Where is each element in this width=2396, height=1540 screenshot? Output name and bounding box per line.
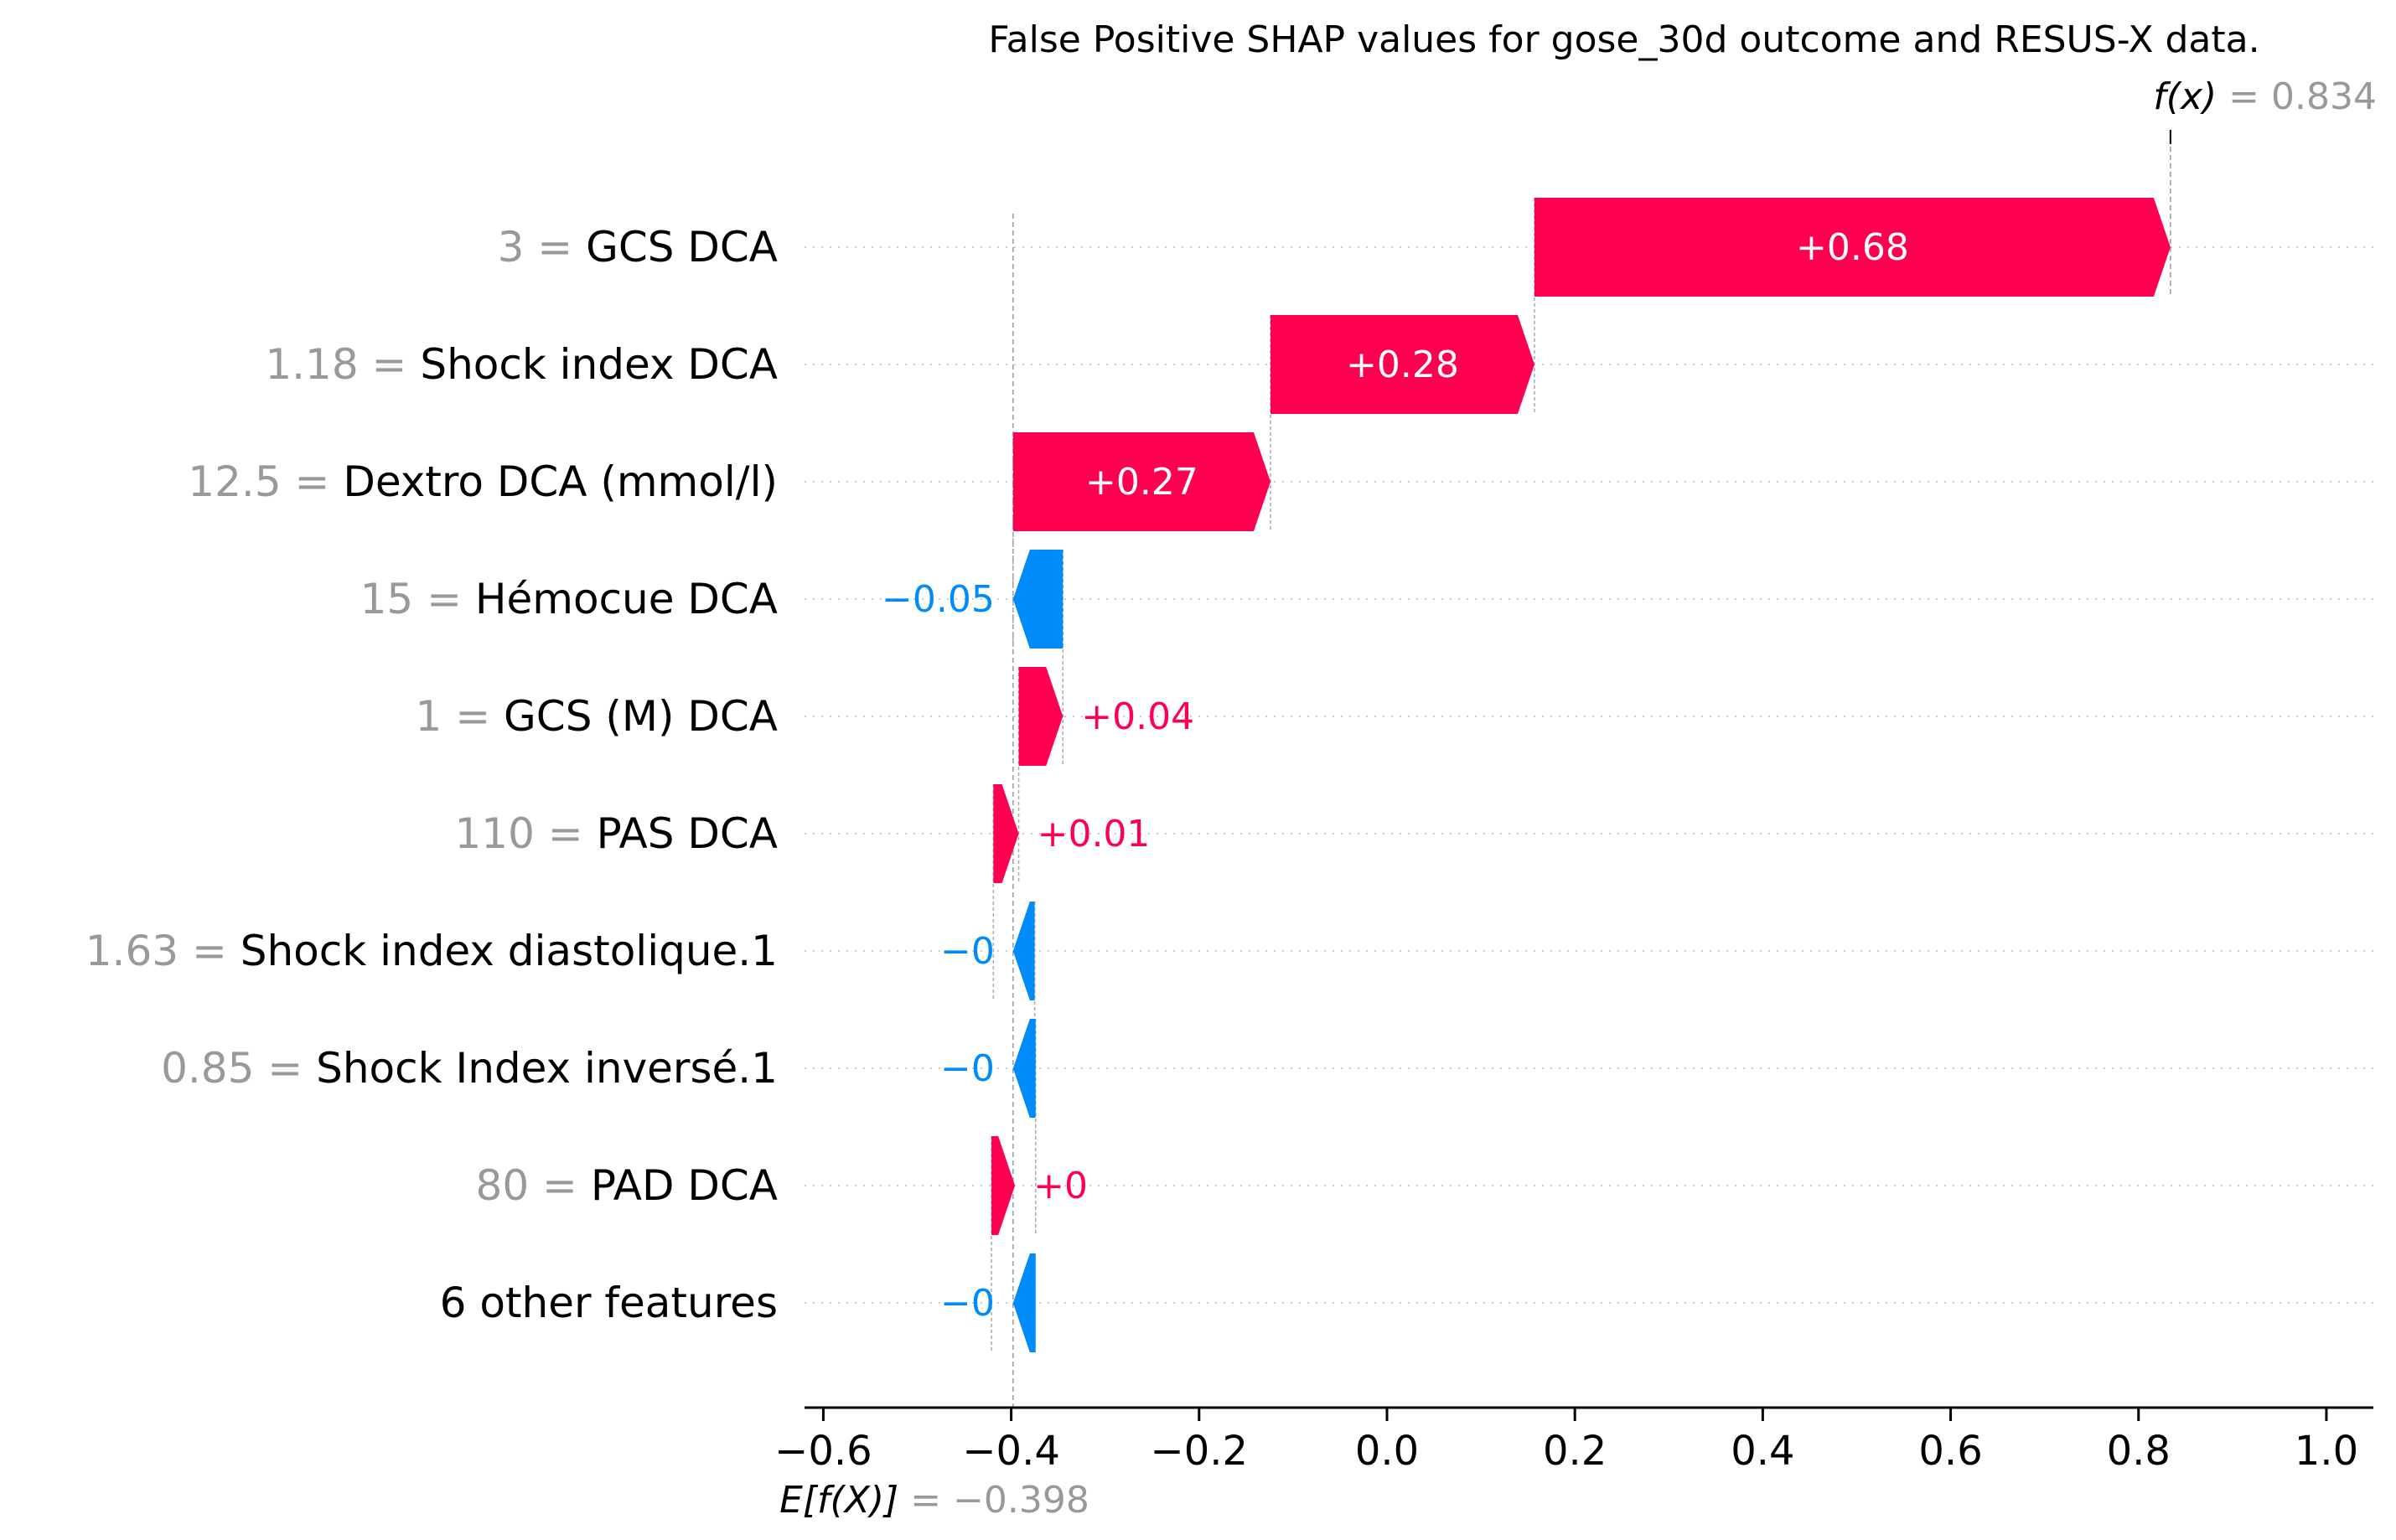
bar-value-label: +0.68 bbox=[1796, 226, 1909, 269]
base-annotation: E[f(X)] = −0.398 bbox=[779, 1479, 1089, 1522]
bar-value-label: −0.05 bbox=[882, 578, 995, 621]
feature-name: PAS DCA bbox=[597, 809, 778, 858]
bar-10 bbox=[1012, 1253, 1036, 1352]
feature-name: Dextro DCA (mmol/l) bbox=[343, 457, 778, 506]
fx-label: f(x) bbox=[2153, 75, 2217, 118]
feature-labels: +0.68 +0.28 +0.27 −0.05 +0.04 +0.01 −0 −0 +0 −0 3 … bbox=[85, 223, 1909, 1327]
bar-7 bbox=[1012, 902, 1035, 1000]
feature-label: 110 = PAS DCA bbox=[454, 809, 778, 858]
x-tick-label: −0.2 bbox=[1151, 1428, 1249, 1475]
x-tick-label: 0.8 bbox=[2107, 1428, 2171, 1475]
feature-value: 12.5 = bbox=[188, 457, 343, 506]
chart-title: False Positive SHAP values for gose_30d … bbox=[988, 18, 2259, 61]
bar-3 bbox=[1012, 432, 1270, 531]
bar-8 bbox=[1012, 1019, 1036, 1118]
feature-value: 80 = bbox=[476, 1161, 591, 1210]
feature-value: 3 = bbox=[498, 223, 587, 271]
base-value: −0.398 bbox=[953, 1479, 1089, 1522]
fx-value: 0.834 bbox=[2271, 75, 2377, 118]
bar-5 bbox=[1018, 667, 1063, 766]
x-tick-label: −0.4 bbox=[962, 1428, 1060, 1475]
feature-label: 1.63 = Shock index diastolique.1 bbox=[85, 927, 778, 975]
bar-value-label: −0 bbox=[940, 1047, 995, 1090]
feature-name: GCS (M) DCA bbox=[504, 692, 778, 741]
feature-label: 3 = GCS DCA bbox=[498, 223, 778, 271]
bar-6 bbox=[993, 784, 1019, 883]
bar-value-label: −0 bbox=[940, 1282, 995, 1325]
feature-value: 1 = bbox=[416, 692, 505, 741]
feature-label: 1.18 = Shock index DCA bbox=[265, 340, 778, 389]
gridlines bbox=[805, 246, 2373, 1304]
bar-2 bbox=[1270, 315, 1534, 414]
feature-name: Shock index diastolique.1 bbox=[241, 927, 778, 975]
feature-label: 12.5 = Dextro DCA (mmol/l) bbox=[188, 457, 778, 506]
feature-label: 1 = GCS (M) DCA bbox=[416, 692, 778, 741]
feature-value: 1.63 = bbox=[85, 927, 241, 975]
bar-value-label: +0.27 bbox=[1085, 461, 1198, 504]
bar-9 bbox=[991, 1136, 1016, 1235]
bar-value-label: −0 bbox=[940, 930, 995, 973]
bar-value-label: +0.01 bbox=[1038, 813, 1151, 855]
bar-value-label: +0.04 bbox=[1081, 695, 1194, 738]
feature-name: GCS DCA bbox=[586, 223, 778, 271]
feature-name: 6 other features bbox=[440, 1279, 778, 1327]
x-tick-label: 0.6 bbox=[1918, 1428, 1982, 1475]
feature-label: 6 other features bbox=[440, 1279, 778, 1327]
feature-value: 110 = bbox=[454, 809, 596, 858]
feature-label: 0.85 = Shock Index inversé.1 bbox=[161, 1044, 778, 1093]
bar-value-label: +0 bbox=[1033, 1165, 1088, 1207]
bars bbox=[991, 198, 2171, 1352]
feature-name: PAD DCA bbox=[591, 1161, 778, 1210]
feature-name: Hémocue DCA bbox=[475, 575, 778, 623]
x-tick-label: 0.4 bbox=[1731, 1428, 1794, 1475]
x-tick-label: 0.2 bbox=[1543, 1428, 1607, 1475]
feature-value: 0.85 = bbox=[161, 1044, 316, 1093]
feature-name: Shock Index inversé.1 bbox=[316, 1044, 778, 1093]
feature-value: 15 = bbox=[360, 575, 475, 623]
base-label: E[f(X)] bbox=[779, 1479, 898, 1522]
feature-name: Shock index DCA bbox=[420, 340, 778, 389]
feature-value: 1.18 = bbox=[265, 340, 420, 389]
x-tick-label: 0.0 bbox=[1355, 1428, 1419, 1475]
x-tick-label: 1.0 bbox=[2295, 1428, 2358, 1475]
fx-annotation: f(x) = 0.834 bbox=[2153, 75, 2377, 118]
bar-1 bbox=[1534, 198, 2171, 297]
feature-label: 15 = Hémocue DCA bbox=[360, 575, 778, 623]
reference-lines bbox=[991, 130, 2171, 1408]
x-axis: −0.6 −0.4 −0.2 0.0 0.2 0.4 0.6 0.8 1.0 bbox=[774, 1406, 2373, 1475]
x-tick-label: −0.6 bbox=[774, 1428, 872, 1475]
feature-label: 80 = PAD DCA bbox=[476, 1161, 778, 1210]
bar-4 bbox=[1012, 550, 1063, 649]
bar-value-label: +0.28 bbox=[1346, 344, 1459, 386]
